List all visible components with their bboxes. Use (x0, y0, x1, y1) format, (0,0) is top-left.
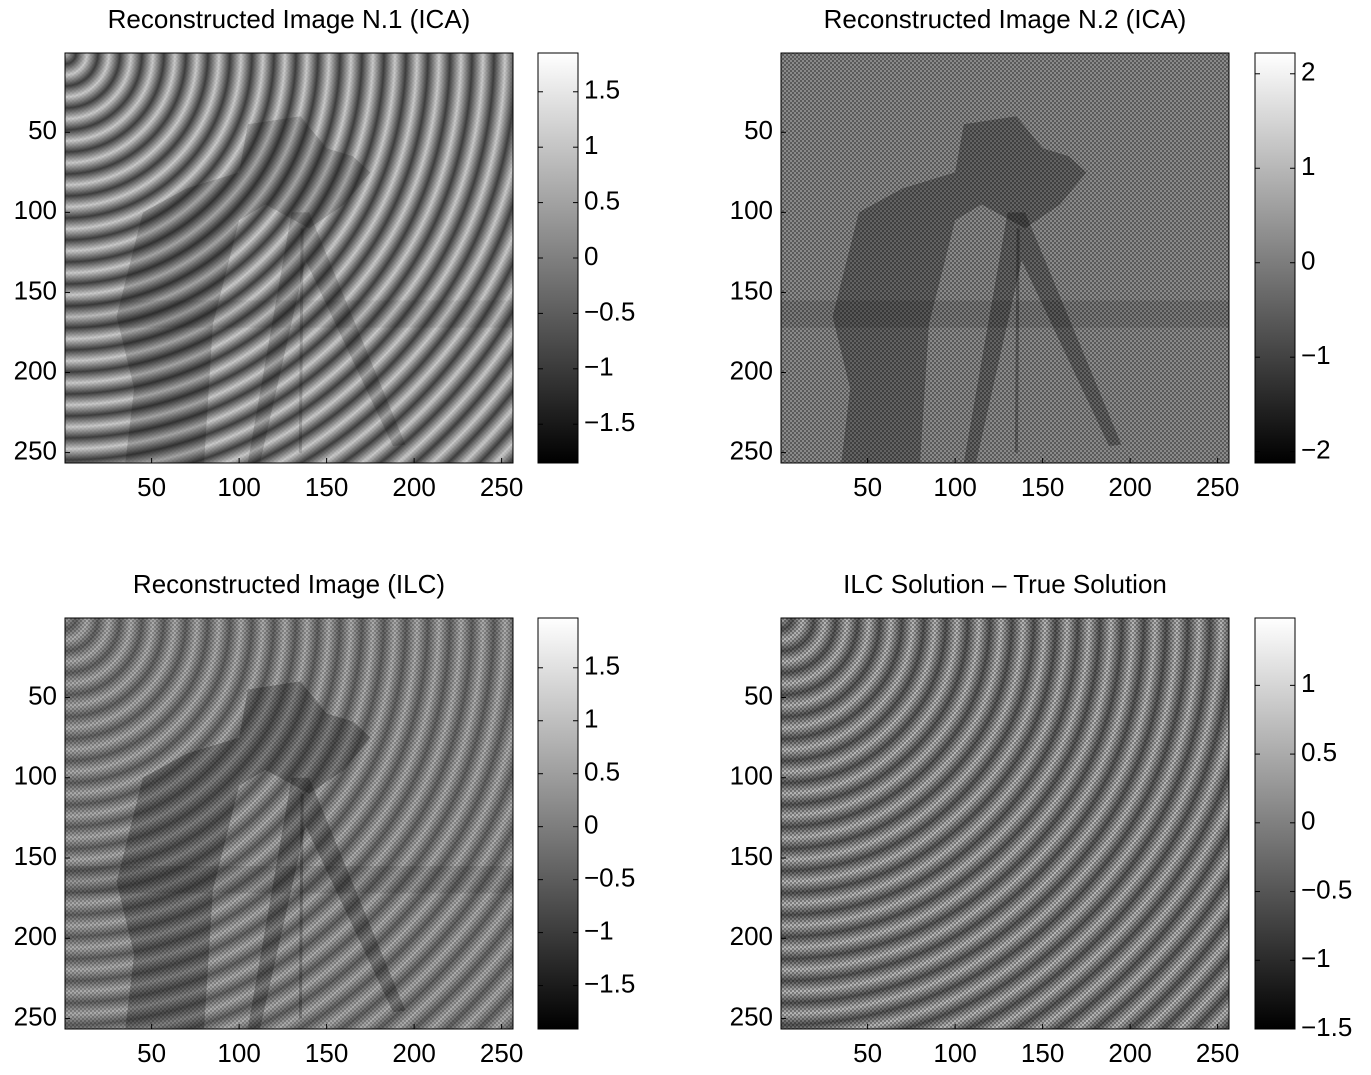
y-tick-label: 200 (730, 355, 773, 385)
colorbar-tick-label: 0 (1301, 246, 1315, 276)
y-tick-label: 250 (730, 1001, 773, 1031)
colorbar-tick-label: 1 (584, 704, 598, 734)
y-tick-label: 250 (14, 1001, 57, 1031)
colorbar (1255, 53, 1295, 463)
y-tick-label: 150 (730, 841, 773, 871)
x-tick-label: 250 (1196, 1038, 1239, 1068)
x-tick-label: 200 (1108, 1038, 1151, 1068)
colorbar-tick-label: 1.5 (584, 651, 620, 681)
colorbar (1255, 618, 1295, 1029)
colorbar-tick-label: −1.5 (584, 407, 635, 437)
image (65, 53, 513, 463)
x-tick-label: 100 (933, 1038, 976, 1068)
x-tick-label: 250 (480, 1038, 523, 1068)
colorbar (538, 53, 578, 463)
y-tick-label: 50 (744, 680, 773, 710)
figure: Reconstructed Image N.1 (ICA)50100150200… (0, 0, 1371, 1070)
colorbar-tick-label: 1 (584, 130, 598, 160)
y-tick-label: 150 (730, 275, 773, 305)
colorbar-tick-label: −1 (1301, 943, 1331, 973)
colorbar-tick-label: −2 (1301, 435, 1331, 465)
y-tick-label: 150 (14, 841, 57, 871)
y-tick-label: 200 (14, 355, 57, 385)
x-tick-label: 100 (933, 472, 976, 502)
colorbar-tick-label: −1 (584, 352, 614, 382)
colorbar-tick-label: 0 (584, 241, 598, 271)
colorbar-tick-label: 0.5 (584, 185, 620, 215)
colorbar-tick-label: 1 (1301, 668, 1315, 698)
y-tick-label: 150 (14, 275, 57, 305)
y-tick-label: 100 (730, 195, 773, 225)
colorbar-tick-label: −0.5 (584, 863, 635, 893)
colorbar-tick-label: 0 (584, 810, 598, 840)
colorbar-tick-label: −0.5 (1301, 874, 1352, 904)
image-checker (781, 618, 1229, 1029)
colorbar-tick-label: 0.5 (584, 757, 620, 787)
y-tick-label: 200 (730, 921, 773, 951)
x-tick-label: 150 (305, 1038, 348, 1068)
x-tick-label: 200 (392, 1038, 435, 1068)
y-tick-label: 100 (14, 761, 57, 791)
colorbar-tick-label: 1 (1301, 151, 1315, 181)
colorbar-tick-label: 0.5 (1301, 737, 1337, 767)
y-tick-label: 100 (730, 761, 773, 791)
colorbar-tick-label: 1.5 (584, 75, 620, 105)
colorbar-tick-label: −1.5 (1301, 1012, 1352, 1042)
x-tick-label: 50 (853, 472, 882, 502)
x-tick-label: 50 (853, 1038, 882, 1068)
colorbar-tick-label: 2 (1301, 57, 1315, 87)
chart-title: Reconstructed Image (ILC) (133, 569, 445, 599)
y-tick-label: 50 (28, 680, 57, 710)
x-tick-label: 150 (1021, 472, 1064, 502)
image (65, 618, 513, 1029)
chart-title: ILC Solution – True Solution (843, 569, 1167, 599)
x-tick-label: 150 (1021, 1038, 1064, 1068)
y-tick-label: 250 (730, 435, 773, 465)
x-tick-label: 200 (392, 472, 435, 502)
x-tick-label: 150 (305, 472, 348, 502)
chart-title: Reconstructed Image N.1 (ICA) (108, 4, 471, 34)
x-tick-label: 100 (217, 472, 260, 502)
y-tick-label: 50 (744, 115, 773, 145)
x-tick-label: 100 (217, 1038, 260, 1068)
image-checker (781, 53, 1229, 463)
chart-title: Reconstructed Image N.2 (ICA) (824, 4, 1187, 34)
colorbar-tick-label: −1.5 (584, 968, 635, 998)
image-checker (65, 53, 513, 463)
colorbar-tick-label: 0 (1301, 806, 1315, 836)
colorbar (538, 618, 578, 1029)
x-tick-label: 250 (1196, 472, 1239, 502)
y-tick-label: 50 (28, 115, 57, 145)
colorbar-tick-label: −0.5 (584, 296, 635, 326)
y-tick-label: 250 (14, 435, 57, 465)
colorbar-tick-label: −1 (584, 915, 614, 945)
x-tick-label: 200 (1108, 472, 1151, 502)
x-tick-label: 50 (137, 472, 166, 502)
y-tick-label: 100 (14, 195, 57, 225)
x-tick-label: 250 (480, 472, 523, 502)
image (781, 618, 1229, 1029)
image-checker (65, 618, 513, 1029)
colorbar-tick-label: −1 (1301, 340, 1331, 370)
x-tick-label: 50 (137, 1038, 166, 1068)
image (781, 53, 1229, 463)
y-tick-label: 200 (14, 921, 57, 951)
